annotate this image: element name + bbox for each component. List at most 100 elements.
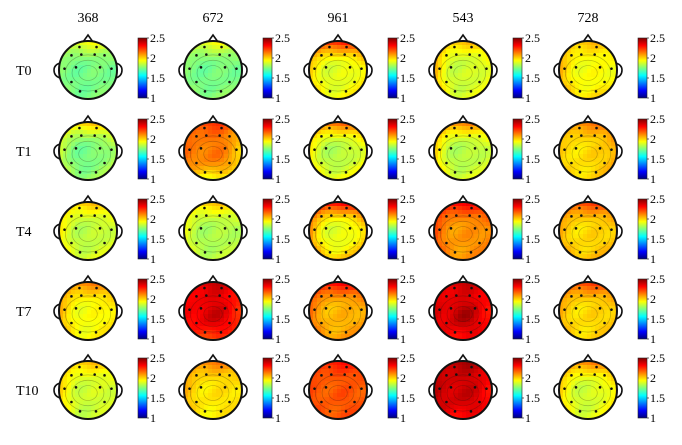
- heat-pixel: [91, 286, 96, 291]
- heat-pixel: [353, 85, 358, 90]
- heat-pixel: [337, 89, 342, 94]
- heat-pixel: [353, 138, 358, 143]
- heat-pixel: [220, 138, 225, 143]
- heat-pixel: [200, 150, 205, 155]
- heat-pixel: [454, 282, 459, 287]
- heat-pixel: [228, 322, 233, 327]
- heat-pixel: [313, 158, 318, 163]
- heat-pixel: [333, 170, 338, 175]
- heat-pixel: [224, 258, 229, 260]
- heat-pixel: [583, 85, 588, 90]
- heat-pixel: [607, 234, 612, 239]
- heat-pixel: [204, 146, 209, 151]
- heat-pixel: [111, 238, 116, 243]
- heat-pixel: [325, 73, 330, 78]
- heat-pixel: [184, 222, 189, 227]
- heat-pixel: [567, 57, 572, 62]
- heat-pixel: [71, 397, 76, 402]
- heat-pixel: [361, 65, 366, 70]
- heat-pixel: [220, 377, 225, 382]
- heat-pixel: [345, 322, 350, 327]
- electrode-dot: [574, 307, 578, 310]
- heat-pixel: [79, 122, 84, 127]
- heat-pixel: [357, 134, 362, 139]
- heat-pixel: [470, 326, 475, 331]
- heat-pixel: [321, 77, 326, 82]
- heat-pixel: [591, 61, 596, 66]
- heat-pixel: [563, 146, 568, 151]
- heat-pixel: [196, 49, 201, 54]
- heat-pixel: [470, 298, 475, 303]
- heat-pixel: [232, 142, 237, 147]
- heat-pixel: [571, 158, 576, 163]
- heat-pixel: [208, 202, 213, 207]
- heat-pixel: [474, 166, 479, 171]
- heat-pixel: [192, 238, 197, 243]
- heat-pixel: [188, 226, 193, 231]
- heat-pixel: [587, 81, 592, 86]
- heat-pixel: [470, 290, 475, 295]
- heat-pixel: [220, 385, 225, 390]
- heat-pixel: [442, 85, 447, 90]
- heat-pixel: [83, 413, 88, 418]
- heat-pixel: [99, 134, 104, 139]
- heat-pixel: [341, 134, 346, 139]
- heat-pixel: [313, 226, 318, 231]
- heat-pixel: [595, 150, 600, 155]
- heat-pixel: [321, 89, 326, 94]
- heat-pixel: [595, 146, 600, 151]
- heat-pixel: [361, 57, 366, 62]
- electrode-dot: [95, 45, 98, 49]
- heat-pixel: [212, 361, 217, 366]
- heat-pixel: [466, 134, 471, 139]
- heat-pixel: [474, 61, 479, 66]
- heat-pixel: [349, 222, 354, 227]
- heat-pixel: [587, 238, 592, 243]
- heat-pixel: [317, 85, 322, 90]
- heat-pixel: [95, 218, 100, 223]
- colorbar-tick-label: 2: [150, 292, 156, 306]
- heat-pixel: [95, 373, 100, 378]
- heat-pixel: [575, 61, 580, 66]
- heat-pixel: [204, 122, 209, 127]
- heat-pixel: [83, 409, 88, 414]
- heat-pixel: [87, 206, 92, 211]
- heat-pixel: [341, 298, 346, 303]
- heat-pixel: [450, 174, 455, 179]
- heat-pixel: [87, 373, 92, 378]
- heat-pixel: [313, 134, 318, 139]
- heat-pixel: [353, 150, 358, 155]
- heat-pixel: [228, 138, 233, 143]
- electrode-dot: [603, 321, 606, 325]
- heat-pixel: [450, 214, 455, 219]
- heat-pixel: [462, 214, 467, 219]
- electrode-dot: [563, 67, 566, 70]
- heat-pixel: [103, 230, 108, 235]
- heat-pixel: [361, 230, 366, 235]
- heat-pixel: [579, 242, 584, 247]
- heat-pixel: [59, 381, 64, 386]
- heat-pixel: [216, 393, 221, 398]
- heat-pixel: [470, 322, 475, 327]
- heat-pixel: [563, 77, 568, 82]
- electrode-dot: [98, 227, 102, 230]
- heat-pixel: [321, 126, 326, 131]
- heat-pixel: [91, 409, 96, 414]
- heat-pixel: [357, 57, 362, 62]
- head-outline: [183, 40, 243, 100]
- heat-pixel: [196, 389, 201, 394]
- heat-pixel: [212, 401, 217, 406]
- heat-pixel: [321, 286, 326, 291]
- heat-pixel: [583, 294, 588, 299]
- heat-pixel: [583, 214, 588, 219]
- heat-pixel: [240, 81, 242, 86]
- electrode-dot: [343, 214, 346, 217]
- heat-pixel: [490, 162, 492, 167]
- heat-pixel: [212, 162, 217, 167]
- heat-pixel: [567, 302, 572, 307]
- heat-pixel: [71, 290, 76, 295]
- heat-pixel: [341, 218, 346, 223]
- heat-pixel: [236, 57, 241, 62]
- electrode-dot: [469, 90, 473, 93]
- heat-pixel: [83, 314, 88, 319]
